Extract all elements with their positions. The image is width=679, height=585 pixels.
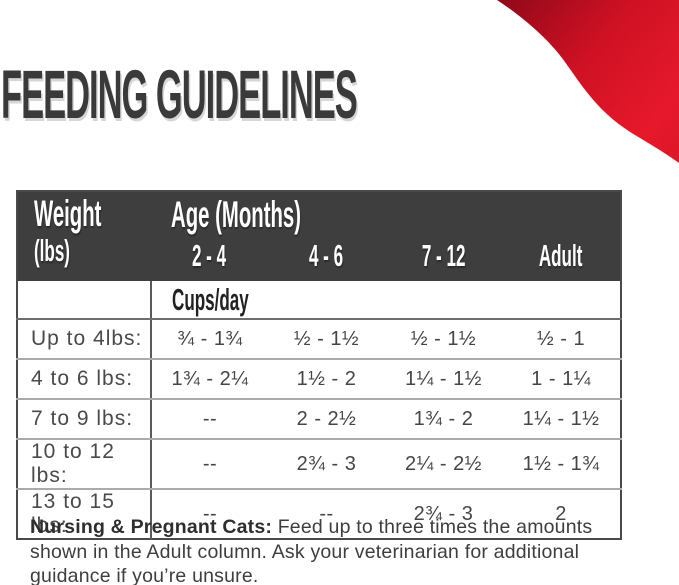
note-body-text: Feed up to three times the amounts shown… — [30, 516, 593, 585]
weight-row-label: Up to 4lbs: — [17, 319, 152, 360]
table-row: 4 to 6 lbs: 1¾ - 2¼ 1½ - 2 1¼ - 1½ 1 - 1¼ — [17, 359, 622, 400]
feeding-table-header: Weight (lbs) Age (Months) 2 - 4 4 - 6 7 … — [17, 191, 622, 281]
feeding-table-body: Cups/day Up to 4lbs: ¾ - 1¾ ½ - 1½ ½ - 1½ ½ … — [17, 281, 622, 539]
cups-per-day-label: Cups/day — [172, 281, 249, 317]
weight-row-label: 4 to 6 lbs: — [17, 359, 152, 400]
age-col-4-6: 4 - 6 — [268, 238, 385, 281]
cups-value-cell: -- — [319, 502, 334, 525]
cups-value-cell: 2 - 2½ — [268, 399, 385, 440]
cups-value-cell: -- — [151, 439, 268, 490]
units-row-empty-cell — [17, 281, 152, 320]
weight-row-label: 10 to 12 lbs: — [17, 439, 152, 490]
note-bold-lead: Nursing & Pregnant Cats: — [30, 516, 273, 538]
table-row: Up to 4lbs: ¾ - 1¾ ½ - 1½ ½ - 1½ ½ - 1 — [17, 319, 622, 360]
table-row: 13 to 15 lbs: -- -- 2¾ - 3 2 — [17, 489, 621, 539]
cups-value-cell: 2 — [555, 502, 567, 525]
units-row: Cups/day — [17, 281, 622, 320]
weight-label: Weight — [34, 193, 102, 234]
cups-value-cell: 2¼ - 2½ — [385, 439, 502, 490]
cups-value-cell: 1¼ - 1½ — [502, 399, 622, 440]
table-row: 10 to 12 lbs: -- 2¾ - 3 2¼ - 2½ 1½ - 1¾ — [17, 439, 622, 490]
age-months-label: Age (Months) — [171, 194, 301, 235]
age-col-2-4: 2 - 4 — [151, 238, 268, 281]
cups-value-cell: -- — [151, 399, 268, 440]
age-col-adult: Adult — [502, 238, 622, 281]
nursing-pregnant-note: Nursing & Pregnant Cats: Feed up to thre… — [30, 515, 635, 585]
feeding-table: Weight (lbs) Age (Months) 2 - 4 4 - 6 7 … — [16, 190, 623, 540]
weight-row-label: 13 to 15 lbs: — [17, 489, 152, 539]
cups-value-cell: 1¼ - 1½ — [385, 359, 502, 400]
cups-value-cell: 1 - 1¼ — [502, 359, 622, 400]
cups-value-cell: -- — [202, 502, 218, 525]
weight-unit-label: (lbs) — [34, 233, 70, 268]
cups-value-cell: 1½ - 1¾ — [502, 439, 622, 490]
units-label-cell: Cups/day — [151, 281, 622, 320]
cups-value-cell: 1¾ - 2¼ — [151, 359, 268, 400]
cups-value-cell: ½ - 1½ — [268, 319, 385, 360]
page-title-text: FEEDING GUIDELINES — [1, 56, 358, 133]
cups-value-cell: 2¾ - 3 — [413, 502, 474, 525]
cups-value-cell: ¾ - 1¾ — [151, 319, 268, 360]
age-months-header: Age (Months) — [151, 191, 622, 238]
weight-column-header: Weight (lbs) — [17, 191, 151, 281]
cups-value-cell: ½ - 1 — [502, 319, 622, 360]
cups-value-cell: 1½ - 2 — [268, 359, 385, 400]
age-col-7-12: 7 - 12 — [385, 238, 502, 281]
page-title: FEEDING GUIDELINES — [1, 60, 679, 129]
cups-value-cell: ½ - 1½ — [385, 319, 502, 360]
weight-row-label: 7 to 9 lbs: — [17, 399, 152, 440]
cups-value-cell: 1¾ - 2 — [385, 399, 502, 440]
cups-value-cell: 2¾ - 3 — [268, 439, 385, 490]
table-row: 7 to 9 lbs: -- 2 - 2½ 1¾ - 2 1¼ - 1½ — [17, 399, 622, 440]
